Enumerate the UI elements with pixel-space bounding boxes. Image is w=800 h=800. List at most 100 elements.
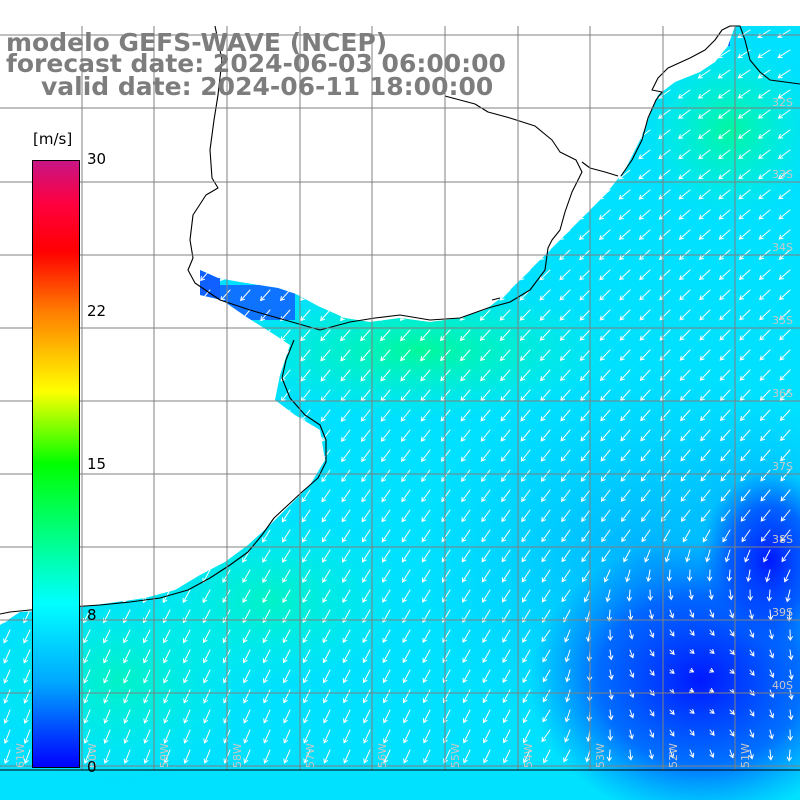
- wind-arrow: [243, 729, 251, 744]
- wind-arrow: [0, 269, 11, 282]
- wind-arrow: [658, 229, 671, 240]
- wind-arrow: [381, 529, 391, 543]
- wind-arrow: [178, 109, 191, 121]
- wind-arrow: [103, 749, 111, 764]
- wind-arrow: [542, 649, 551, 663]
- wind-arrow: [322, 669, 331, 684]
- wind-arrow: [142, 629, 151, 644]
- wind-arrow: [779, 369, 791, 381]
- wind-arrow: [577, 69, 591, 79]
- wind-arrow: [768, 629, 774, 640]
- wind-arrow: [160, 289, 171, 302]
- wind-arrow: [181, 449, 191, 463]
- wind-arrow: [319, 289, 331, 302]
- wind-arrow: [283, 709, 291, 724]
- wind-arrow: [744, 549, 751, 563]
- wind-arrow: [342, 669, 351, 684]
- wind-arrow: [1, 429, 11, 443]
- wind-arrow: [619, 329, 631, 341]
- wind-arrow: [262, 589, 271, 604]
- wind-arrow: [19, 209, 31, 222]
- wind-arrow: [521, 529, 531, 543]
- wind-arrow: [709, 667, 715, 673]
- wind-arrow: [299, 229, 311, 241]
- wind-arrow: [577, 29, 591, 39]
- wind-arrow: [363, 749, 371, 764]
- wind-arrow: [258, 149, 271, 161]
- wind-arrow: [699, 289, 711, 301]
- wind-arrow: [342, 629, 351, 644]
- wind-arrow: [239, 269, 251, 282]
- wind-arrow: [603, 569, 611, 583]
- wind-arrow: [361, 469, 371, 483]
- wind-arrow: [480, 429, 491, 442]
- wind-arrow: [361, 549, 371, 563]
- wind-arrow: [479, 269, 491, 281]
- wind-arrow: [162, 509, 171, 523]
- wind-arrow: [458, 169, 471, 180]
- wind-arrow: [637, 49, 651, 59]
- wind-arrow: [143, 709, 151, 724]
- wind-arrow: [747, 589, 753, 602]
- wind-arrow: [143, 689, 151, 704]
- wind-arrow: [39, 109, 51, 121]
- wind-arrow: [697, 69, 711, 79]
- wind-arrow: [183, 729, 191, 744]
- wind-arrow: [461, 549, 471, 563]
- wind-arrow: [340, 409, 351, 422]
- wind-arrow: [302, 549, 311, 563]
- wind-arrow: [740, 449, 751, 462]
- wind-arrow: [23, 709, 31, 724]
- wind-arrow: [441, 469, 451, 483]
- wind-arrow: [679, 369, 691, 381]
- wind-arrow: [759, 389, 771, 401]
- wind-arrow: [418, 109, 431, 120]
- wind-arrow: [259, 269, 271, 282]
- wind-arrow: [717, 69, 731, 79]
- wind-arrow: [617, 89, 631, 99]
- wind-arrow: [421, 529, 431, 543]
- wind-arrow: [380, 409, 391, 422]
- wind-arrow: [479, 309, 491, 321]
- lon-label: 59W: [158, 743, 171, 768]
- wind-arrow: [82, 589, 91, 604]
- wind-arrow: [82, 569, 91, 584]
- lat-label: 39S: [772, 606, 793, 619]
- wind-arrow: [669, 629, 675, 637]
- wind-arrow: [378, 149, 391, 160]
- wind-arrow: [579, 329, 591, 341]
- wind-arrow: [220, 309, 231, 322]
- wind-arrow: [462, 669, 471, 684]
- wind-arrow: [481, 469, 491, 482]
- wind-arrow: [601, 509, 611, 522]
- wind-arrow: [0, 149, 11, 161]
- wind-arrow: [579, 349, 591, 362]
- wind-arrow: [537, 69, 551, 79]
- wind-arrow: [258, 109, 271, 120]
- wind-arrow: [749, 729, 755, 739]
- wind-arrow: [461, 569, 471, 583]
- wind-arrow: [560, 429, 571, 442]
- wind-arrow: [638, 149, 651, 160]
- wind-arrow: [322, 629, 331, 644]
- wind-arrow: [689, 729, 695, 736]
- wind-arrow: [3, 709, 11, 724]
- wind-arrow: [718, 209, 731, 220]
- lon-label: 60W: [86, 743, 99, 768]
- wind-arrow: [679, 309, 691, 321]
- wind-arrow: [461, 509, 471, 523]
- wind-arrow: [460, 349, 471, 362]
- wind-arrow: [729, 729, 735, 737]
- wind-arrow: [669, 729, 675, 737]
- wind-arrow: [318, 149, 331, 161]
- wind-arrow: [559, 309, 571, 321]
- wind-arrow: [320, 369, 331, 382]
- wind-arrow: [202, 549, 211, 563]
- wind-arrow: [298, 149, 311, 161]
- wind-arrow: [201, 409, 211, 423]
- wind-arrow: [700, 489, 711, 502]
- wind-arrow: [619, 309, 631, 321]
- wind-arrow: [100, 329, 111, 342]
- wind-arrow: [518, 89, 531, 100]
- wind-arrow: [380, 429, 391, 442]
